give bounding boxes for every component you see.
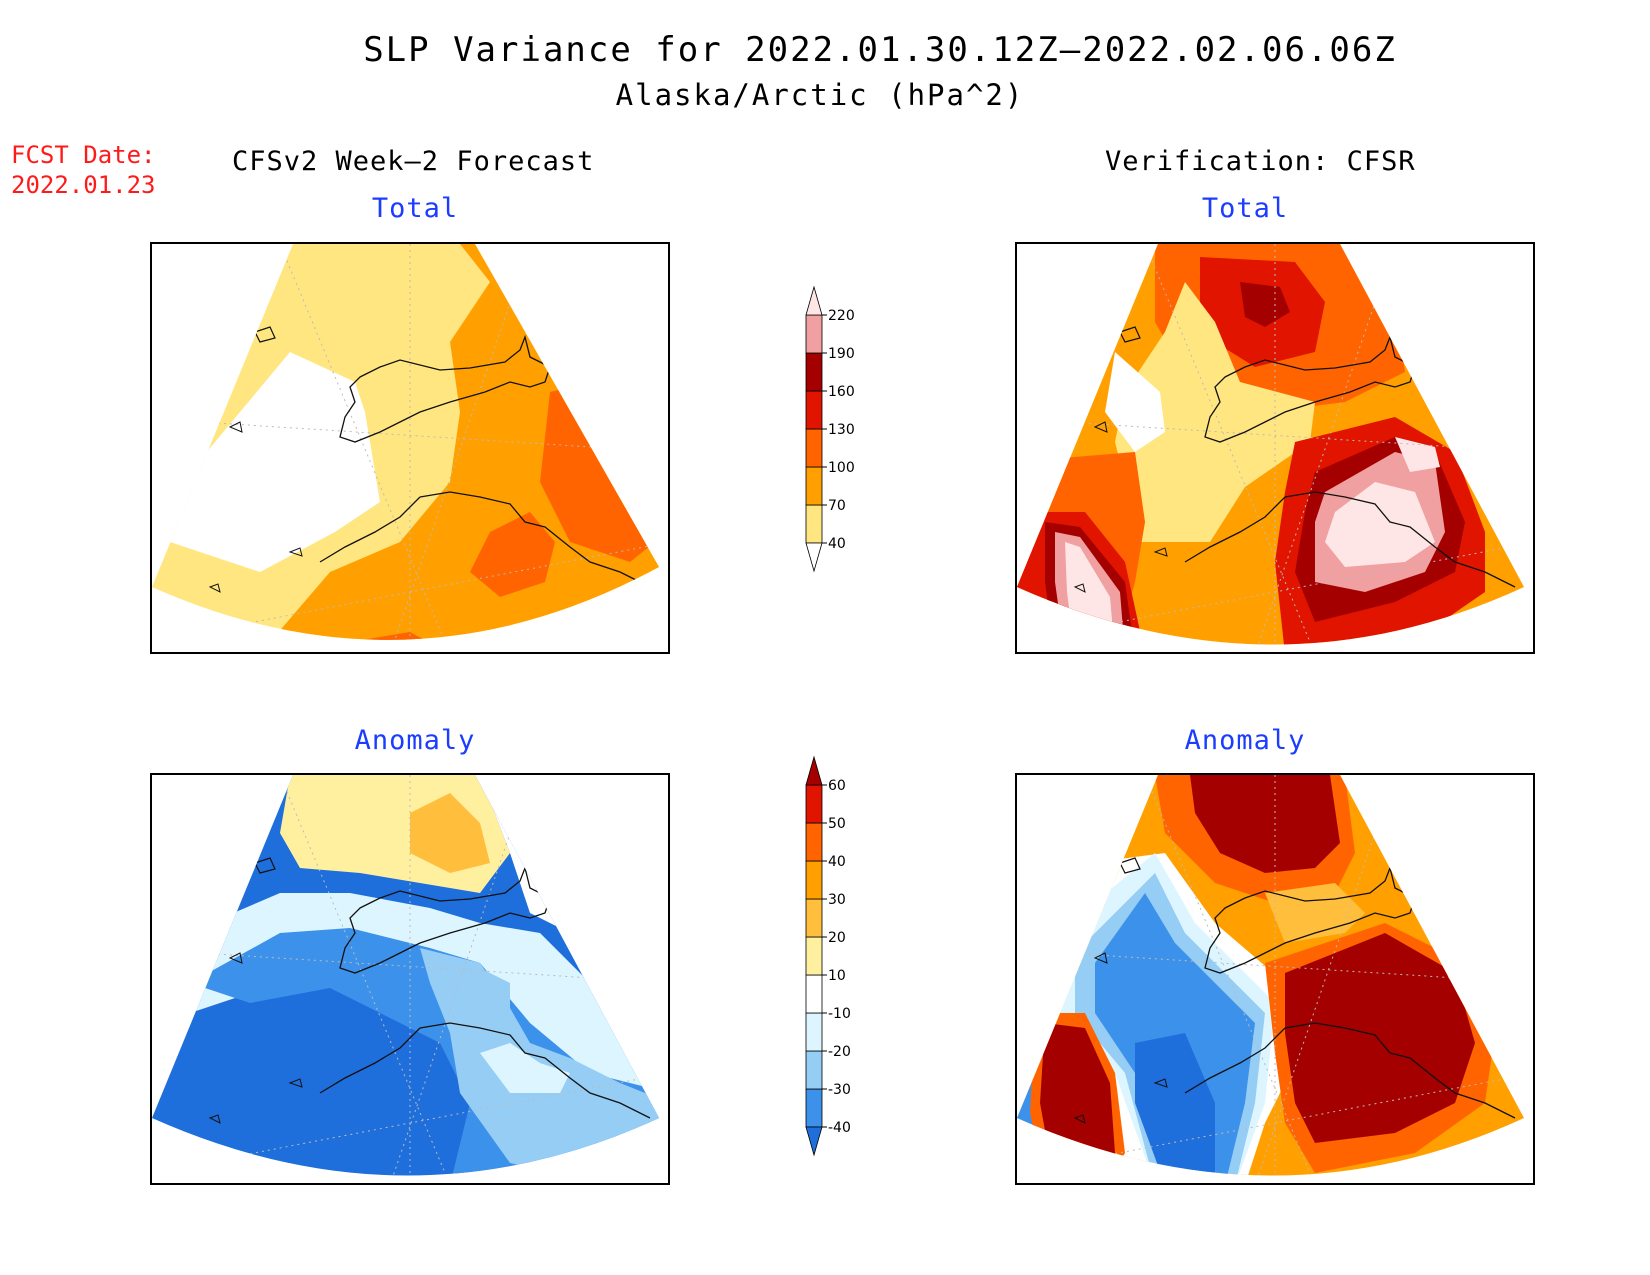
verification-total-title: Total bbox=[1201, 193, 1289, 224]
figure-subtitle: Alaska/Arctic (hPa^2) bbox=[615, 78, 1025, 112]
verification-column-heading: Verification: CFSR bbox=[1105, 146, 1416, 177]
forecast-column-heading: CFSv2 Week–2 Forecast bbox=[232, 146, 595, 177]
forecast-date-caption: FCST Date: bbox=[11, 141, 156, 169]
anomaly-colorbar-swatch bbox=[805, 784, 823, 824]
forecast-anomaly-title: Anomaly bbox=[354, 725, 476, 756]
anomaly-colorbar-swatch bbox=[805, 936, 823, 976]
total-colorbar-swatch bbox=[805, 428, 823, 468]
anomaly-colorbar-label: 20 bbox=[828, 930, 846, 946]
anomaly-colorbar-swatch bbox=[805, 1050, 823, 1090]
total-colorbar-top-arrow bbox=[805, 285, 823, 316]
anomaly-colorbar-label: 30 bbox=[828, 892, 846, 908]
anomaly-colorbar-label: -30 bbox=[828, 1082, 851, 1098]
verification-anomaly-map bbox=[1015, 773, 1535, 1185]
anomaly-colorbar-label: -20 bbox=[828, 1044, 851, 1060]
anomaly-colorbar-label: 50 bbox=[828, 816, 846, 832]
total-colorbar-swatch bbox=[805, 352, 823, 392]
anomaly-colorbar-swatch bbox=[805, 1012, 823, 1052]
total-colorbar-swatch bbox=[805, 504, 823, 544]
total-colorbar-bottom-arrow bbox=[805, 542, 823, 573]
forecast-date-label: FCST Date: 2022.01.23 bbox=[11, 140, 156, 200]
total-colorbar: 40 70 100 130 160 190 220 bbox=[805, 285, 855, 573]
total-colorbar-swatch bbox=[805, 390, 823, 430]
forecast-total-title: Total bbox=[371, 193, 459, 224]
verification-anomaly-title: Anomaly bbox=[1184, 725, 1306, 756]
total-colorbar-swatch bbox=[805, 466, 823, 506]
total-colorbar-swatch bbox=[805, 314, 823, 354]
anomaly-colorbar-label: -10 bbox=[828, 1006, 851, 1022]
forecast-total-field bbox=[152, 244, 659, 640]
total-colorbar-label: 190 bbox=[828, 346, 855, 362]
forecast-anomaly-field bbox=[152, 775, 659, 1176]
forecast-total-map bbox=[150, 242, 670, 654]
total-colorbar-label: 220 bbox=[828, 308, 855, 324]
verification-total-field bbox=[1017, 244, 1524, 645]
total-colorbar-label: 40 bbox=[828, 536, 846, 552]
verification-anomaly-field bbox=[1017, 775, 1524, 1176]
anomaly-colorbar-top-arrow bbox=[805, 755, 823, 786]
anomaly-colorbar-label: 10 bbox=[828, 968, 846, 984]
anomaly-colorbar: -40 -30 -20 -10 10 20 30 40 50 60 bbox=[805, 755, 851, 1157]
total-colorbar-label: 160 bbox=[828, 384, 855, 400]
anomaly-colorbar-swatch bbox=[805, 1088, 823, 1128]
anomaly-colorbar-label: -40 bbox=[828, 1120, 851, 1136]
figure-title: SLP Variance for 2022.01.30.12Z–2022.02.… bbox=[363, 30, 1397, 70]
total-colorbar-label: 130 bbox=[828, 422, 855, 438]
anomaly-colorbar-bottom-arrow bbox=[805, 1126, 823, 1157]
forecast-date-value: 2022.01.23 bbox=[11, 171, 156, 199]
total-colorbar-label: 100 bbox=[828, 460, 855, 476]
anomaly-colorbar-label: 40 bbox=[828, 854, 846, 870]
verification-total-map bbox=[1015, 242, 1535, 654]
forecast-anomaly-map bbox=[150, 773, 670, 1185]
anomaly-colorbar-swatch bbox=[805, 898, 823, 938]
anomaly-colorbar-swatch bbox=[805, 822, 823, 862]
anomaly-colorbar-swatch bbox=[805, 860, 823, 900]
total-colorbar-label: 70 bbox=[828, 498, 846, 514]
anomaly-colorbar-label: 60 bbox=[828, 778, 846, 794]
anomaly-colorbar-swatch bbox=[805, 974, 823, 1014]
